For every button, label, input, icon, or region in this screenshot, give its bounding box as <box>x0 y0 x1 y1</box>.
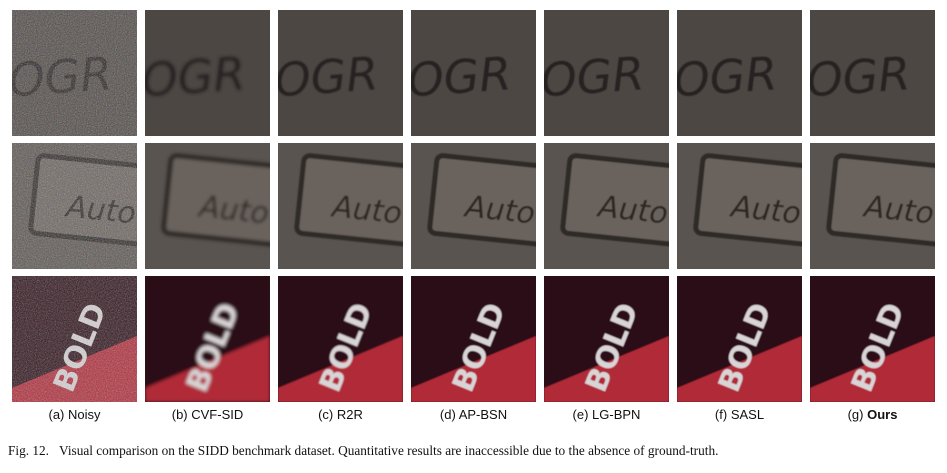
row-bold: BOLDBOLDBOLDBOLDBOLDBOLDBOLD <box>12 276 936 404</box>
figure-number: Fig. 12. <box>8 443 50 458</box>
svg-text:Auto: Auto <box>728 189 802 231</box>
patch-ap-bsn-row3: BOLD <box>411 276 536 402</box>
svg-text:Auto: Auto <box>861 189 935 231</box>
svg-text:Auto: Auto <box>329 189 403 231</box>
patch-noisy-row3: BOLD <box>12 276 137 402</box>
svg-text:Auto: Auto <box>462 189 536 231</box>
comparison-grid: OGROGROGROGROGROGROGR AutoAutoAutoAutoAu… <box>12 10 936 409</box>
patch-cvf-sid-row1: OGR <box>145 10 270 136</box>
patch-lg-bpn-row3: BOLD <box>544 276 669 402</box>
label-r2r: (c) R2R <box>318 407 363 422</box>
patch-sasl-row2: Auto <box>677 143 802 269</box>
column-labels: (a) Noisy (b) CVF-SID (c) R2R (d) AP-BSN… <box>12 407 936 427</box>
patch-r2r-row2: Auto <box>278 143 403 269</box>
svg-text:Auto: Auto <box>196 189 270 231</box>
svg-text:OGR: OGR <box>544 46 646 107</box>
svg-text:OGR: OGR <box>677 46 779 107</box>
patch-ap-bsn-row2: Auto <box>411 143 536 269</box>
caption-text: Visual comparison on the SIDD benchmark … <box>59 443 719 458</box>
row-auto: Auto Auto Auto Auto Auto Auto Auto <box>12 143 936 271</box>
label-noisy: (a) Noisy <box>48 407 101 422</box>
svg-text:Auto: Auto <box>595 189 669 231</box>
patch-r2r-row1: OGR <box>278 10 403 136</box>
figure-caption: Fig. 12. Visual comparison on the SIDD be… <box>8 443 938 459</box>
row-ogr: OGROGROGROGROGROGROGR <box>12 10 936 138</box>
patch-ours-row2: Auto <box>810 143 935 269</box>
label-cvf-sid: (b) CVF-SID <box>171 407 244 422</box>
patch-ap-bsn-row1: OGR <box>411 10 536 136</box>
patch-r2r-row3: BOLD <box>278 276 403 402</box>
label-sasl: (f) SASL <box>714 407 765 422</box>
patch-noisy-row2: Auto <box>12 143 137 269</box>
label-ours: (g) Ours <box>847 407 898 422</box>
patch-noisy-row1: OGR <box>12 10 137 136</box>
patch-lg-bpn-row2: Auto <box>544 143 669 269</box>
patch-ours-row1: OGR <box>810 10 935 136</box>
label-lg-bpn: (e) LG-BPN <box>572 407 641 422</box>
patch-ours-row3: BOLD <box>810 276 935 402</box>
patch-sasl-row3: BOLD <box>677 276 802 402</box>
svg-text:OGR: OGR <box>411 46 513 107</box>
patch-cvf-sid-row2: Auto <box>145 143 270 269</box>
patch-lg-bpn-row1: OGR <box>544 10 669 136</box>
patch-cvf-sid-row3: BOLD <box>145 276 270 402</box>
svg-text:OGR: OGR <box>278 46 380 107</box>
svg-text:OGR: OGR <box>145 46 247 107</box>
patch-sasl-row1: OGR <box>677 10 802 136</box>
svg-text:OGR: OGR <box>810 46 912 107</box>
label-ap-bsn: (d) AP-BSN <box>439 407 508 422</box>
